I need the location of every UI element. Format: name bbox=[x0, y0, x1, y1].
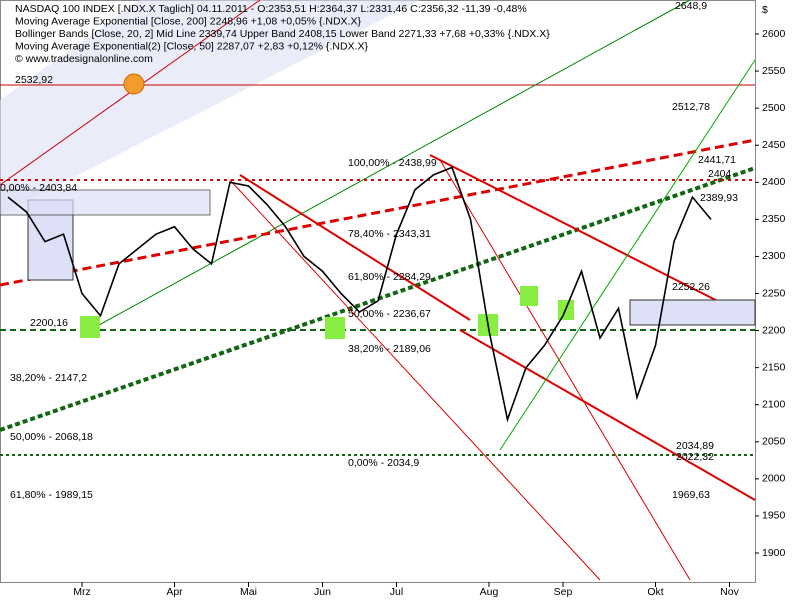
x-tick-label: Nov bbox=[720, 586, 739, 598]
annotation: 61,80% - 2284,29 bbox=[348, 271, 431, 283]
annotation: 2022,32 bbox=[676, 451, 714, 463]
annotation: 2404 bbox=[708, 168, 732, 180]
header-line: NASDAQ 100 INDEX [.NDX.X Taglich] 04.11.… bbox=[15, 3, 527, 15]
annotation: 61,80% - 1989,15 bbox=[10, 489, 93, 501]
annotation: 2532,92 bbox=[15, 74, 53, 86]
y-tick-label: 2400 bbox=[762, 176, 786, 188]
y-tick-label: 2450 bbox=[762, 139, 786, 151]
annotation: 1969,63 bbox=[672, 489, 710, 501]
y-tick-label: 2050 bbox=[762, 436, 786, 448]
y-tick-label: 1950 bbox=[762, 510, 786, 522]
annotation: 2648,9 bbox=[675, 0, 707, 12]
annotation: 2200,16 bbox=[30, 317, 68, 329]
header-line: © www.tradesignalonline.com bbox=[15, 53, 153, 65]
annotation: 38,20% - 2189,06 bbox=[348, 343, 431, 355]
header-line: Moving Average Exponential(2) [Close, 50… bbox=[15, 40, 368, 52]
header-line: Moving Average Exponential [Close, 200] … bbox=[15, 15, 361, 27]
annotation: 38,20% - 2147,2 bbox=[10, 372, 87, 384]
y-tick-label: 2250 bbox=[762, 287, 786, 299]
annotation: 2441,71 bbox=[698, 154, 736, 166]
annotation: 2034,89 bbox=[676, 440, 714, 452]
y-tick-label: 1900 bbox=[762, 547, 786, 559]
price-line bbox=[7, 166, 712, 423]
annotation: 2389,93 bbox=[700, 192, 738, 204]
y-tick-label: 2150 bbox=[762, 361, 786, 373]
x-tick-label: Aug bbox=[480, 586, 499, 598]
x-tick-label: Jul bbox=[390, 586, 403, 598]
currency-label: $ bbox=[762, 4, 768, 16]
annotation: 50,00% - 2236,67 bbox=[348, 308, 431, 320]
x-tick-label: Okt bbox=[647, 586, 663, 598]
annotation: 50,00% - 2068,18 bbox=[10, 431, 93, 443]
y-tick-label: 2100 bbox=[762, 398, 786, 410]
header-line: Bollinger Bands [Close, 20, 2] Mid Line … bbox=[15, 28, 550, 40]
x-tick-label: Sep bbox=[554, 586, 573, 598]
x-tick-label: Jun bbox=[314, 586, 331, 598]
y-tick-label: 2200 bbox=[762, 324, 786, 336]
y-tick-label: 2350 bbox=[762, 213, 786, 225]
annotation: 2512,78 bbox=[672, 101, 710, 113]
annotation: 2252,26 bbox=[672, 281, 710, 293]
x-tick-label: Mai bbox=[240, 586, 257, 598]
trend-lines bbox=[0, 0, 756, 581]
y-tick-label: 2500 bbox=[762, 102, 786, 114]
y-tick-label: 2550 bbox=[762, 65, 786, 77]
annotation: 100,00% - 2438,99 bbox=[348, 157, 437, 169]
annotation: 0,00% - 2034,9 bbox=[348, 457, 419, 469]
annotation: 0,00% - 2403,84 bbox=[0, 182, 77, 194]
y-tick-label: 2000 bbox=[762, 473, 786, 485]
x-tick-label: Apr bbox=[166, 586, 183, 598]
y-tick-label: 2600 bbox=[762, 28, 786, 40]
x-tick-label: Mrz bbox=[73, 586, 91, 598]
y-tick-label: 2300 bbox=[762, 250, 786, 262]
annotation: 78,40% - 2343,31 bbox=[348, 228, 431, 240]
